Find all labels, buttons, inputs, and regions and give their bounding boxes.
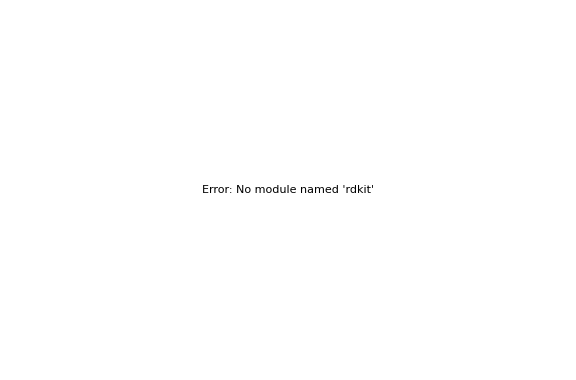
Text: Error: No module named 'rdkit': Error: No module named 'rdkit' [202,185,374,195]
